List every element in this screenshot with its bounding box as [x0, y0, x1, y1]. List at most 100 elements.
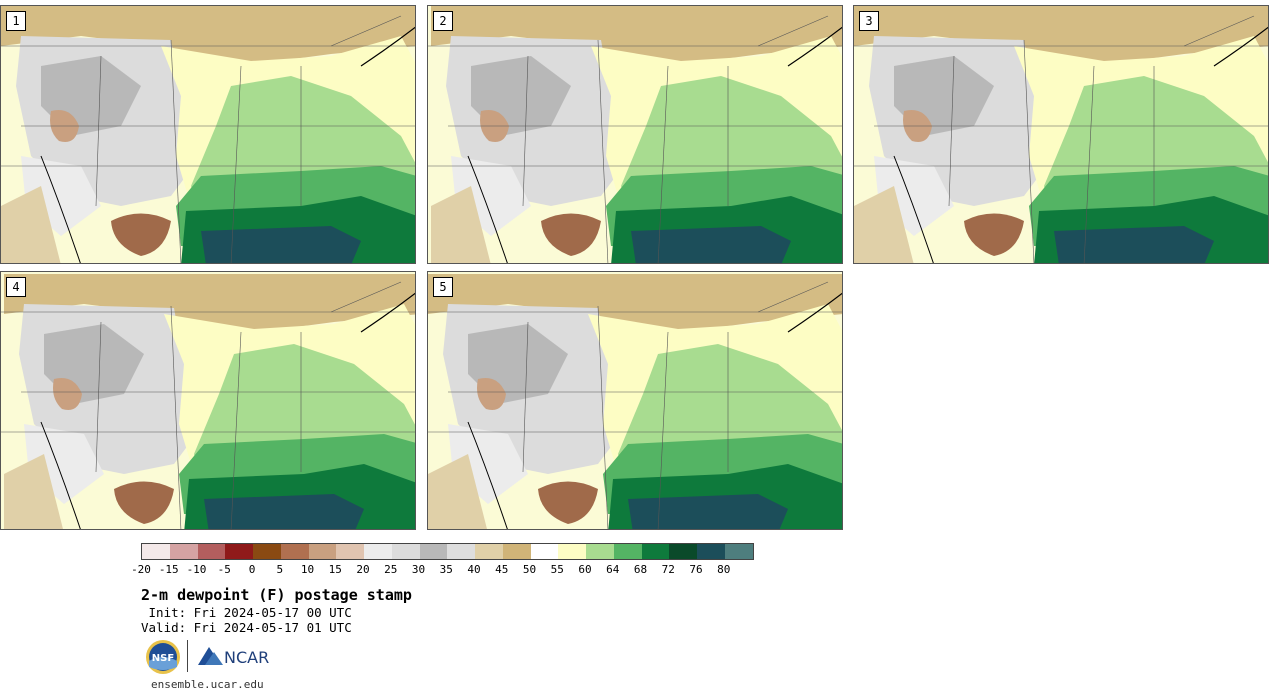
coastline: [787, 26, 842, 67]
great-basin-dry-spot: [477, 378, 506, 410]
colorbar-tick-label: 40: [467, 563, 481, 576]
colorbar-swatch: [419, 544, 448, 559]
coastline: [1213, 26, 1268, 67]
member-map-2: 2: [427, 5, 843, 264]
svg-text:NSF: NSF: [152, 653, 174, 664]
coastline: [467, 155, 508, 263]
colorbar-tick-label: 64: [606, 563, 620, 576]
gulf-of-mexico: [1054, 226, 1214, 263]
colorbar-tick-labels: -20 -15 -10 -5 0 5 10 15 20 25 30 35 40 45 50 55 60 64 68 7…: [0, 563, 1280, 577]
init-time: Init: Fri 2024-05-17 00 UTC: [141, 605, 352, 620]
colorbar-tick-label: 60: [578, 563, 592, 576]
colorbar-tick-label: 50: [522, 563, 537, 576]
member-label: 2: [433, 11, 453, 31]
colorbar-swatch: [530, 544, 559, 559]
colorbar-tick-label: 55: [550, 563, 564, 576]
member-label: 1: [6, 11, 26, 31]
state-border: [170, 305, 182, 529]
pacific-region: [431, 186, 491, 263]
state-border: [330, 15, 402, 47]
gulf-of-mexico: [204, 494, 364, 529]
nsf-logo: NSF: [146, 640, 180, 674]
texas-dry-region: [111, 213, 171, 256]
canada-dry-region: [4, 274, 415, 334]
pacific-region: [1, 186, 61, 263]
valid-time: Valid: Fri 2024-05-17 01 UTC: [141, 620, 352, 635]
colorbar-tick-label: 5: [276, 563, 284, 576]
colorbar-tick-label: 72: [661, 563, 675, 576]
texas-dry-region: [114, 481, 174, 524]
member-label: 3: [859, 11, 879, 31]
state-border: [597, 39, 609, 263]
state-border: [757, 15, 829, 47]
state-border: [230, 331, 242, 529]
member-label: 5: [433, 277, 453, 297]
colorbar-swatch: [169, 544, 198, 559]
colorbar-tick-label: -10: [186, 563, 207, 576]
pacific-region: [854, 186, 914, 263]
colorbar-swatch: [613, 544, 642, 559]
member-map-3: 3: [853, 5, 1269, 264]
state-border: [522, 321, 529, 473]
colorbar-tick-label: 20: [356, 563, 370, 576]
pacific-region: [4, 454, 63, 529]
colorbar-swatch: [142, 544, 170, 559]
colorbar-swatch: [336, 544, 364, 559]
state-border: [657, 331, 669, 529]
colorbar-tick-label: 45: [495, 563, 509, 576]
state-border: [1083, 65, 1095, 263]
colorbar-swatch: [475, 544, 503, 559]
colorbar-swatch: [308, 544, 337, 559]
colorbar-tick-label: 10: [300, 563, 315, 576]
texas-dry-region: [964, 213, 1024, 256]
colorbar-swatch: [641, 544, 670, 559]
texas-dry-region: [541, 213, 601, 256]
coastline: [40, 155, 81, 263]
state-border: [1183, 15, 1255, 47]
colorbar-swatch: [253, 544, 281, 559]
logo-divider: [187, 640, 188, 672]
state-border: [757, 281, 829, 313]
state-border: [948, 55, 955, 207]
great-basin-dry-spot: [53, 378, 82, 410]
colorbar-swatch: [197, 544, 226, 559]
colorbar-tick-label: -15: [158, 563, 179, 576]
member-map-1: 1: [0, 5, 416, 264]
colorbar-swatch: [225, 544, 253, 559]
member-map-5: 5: [427, 271, 843, 530]
ncar-logo: NCAR: [198, 647, 269, 667]
dewpoint-colorbar: [141, 543, 754, 560]
state-border: [230, 65, 242, 263]
colorbar-tick-label: 35: [439, 563, 453, 576]
member-map-4: 4: [0, 271, 416, 530]
state-border: [657, 65, 669, 263]
coastline: [40, 421, 81, 529]
colorbar-tick-label: -20: [131, 563, 151, 576]
state-border: [330, 281, 402, 313]
state-border: [1023, 39, 1035, 263]
colorbar-swatch: [586, 544, 614, 559]
canada-dry-region: [428, 274, 842, 334]
gulf-of-mexico: [631, 226, 791, 263]
map-graphic: [428, 6, 842, 263]
colorbar-tick-label: 25: [384, 563, 398, 576]
colorbar-swatch: [558, 544, 586, 559]
state-border: [95, 55, 102, 207]
canada-dry-region: [431, 6, 842, 66]
gulf-of-mexico: [628, 494, 788, 529]
colorbar-swatch: [669, 544, 697, 559]
coastline: [360, 26, 415, 67]
state-border: [170, 39, 182, 263]
coastline: [360, 292, 415, 333]
colorbar-swatch: [280, 544, 309, 559]
gulf-of-mexico: [201, 226, 361, 263]
map-graphic: [854, 6, 1268, 263]
page-title: 2-m dewpoint (F) postage stamp: [141, 586, 412, 604]
state-border: [597, 305, 609, 529]
colorbar-swatch: [364, 544, 392, 559]
colorbar-swatch: [724, 544, 753, 559]
colorbar-swatch: [447, 544, 475, 559]
colorbar-tick-label: -5: [217, 563, 231, 576]
colorbar-tick-label: 30: [411, 563, 426, 576]
footer-url: ensemble.ucar.edu: [151, 678, 264, 691]
